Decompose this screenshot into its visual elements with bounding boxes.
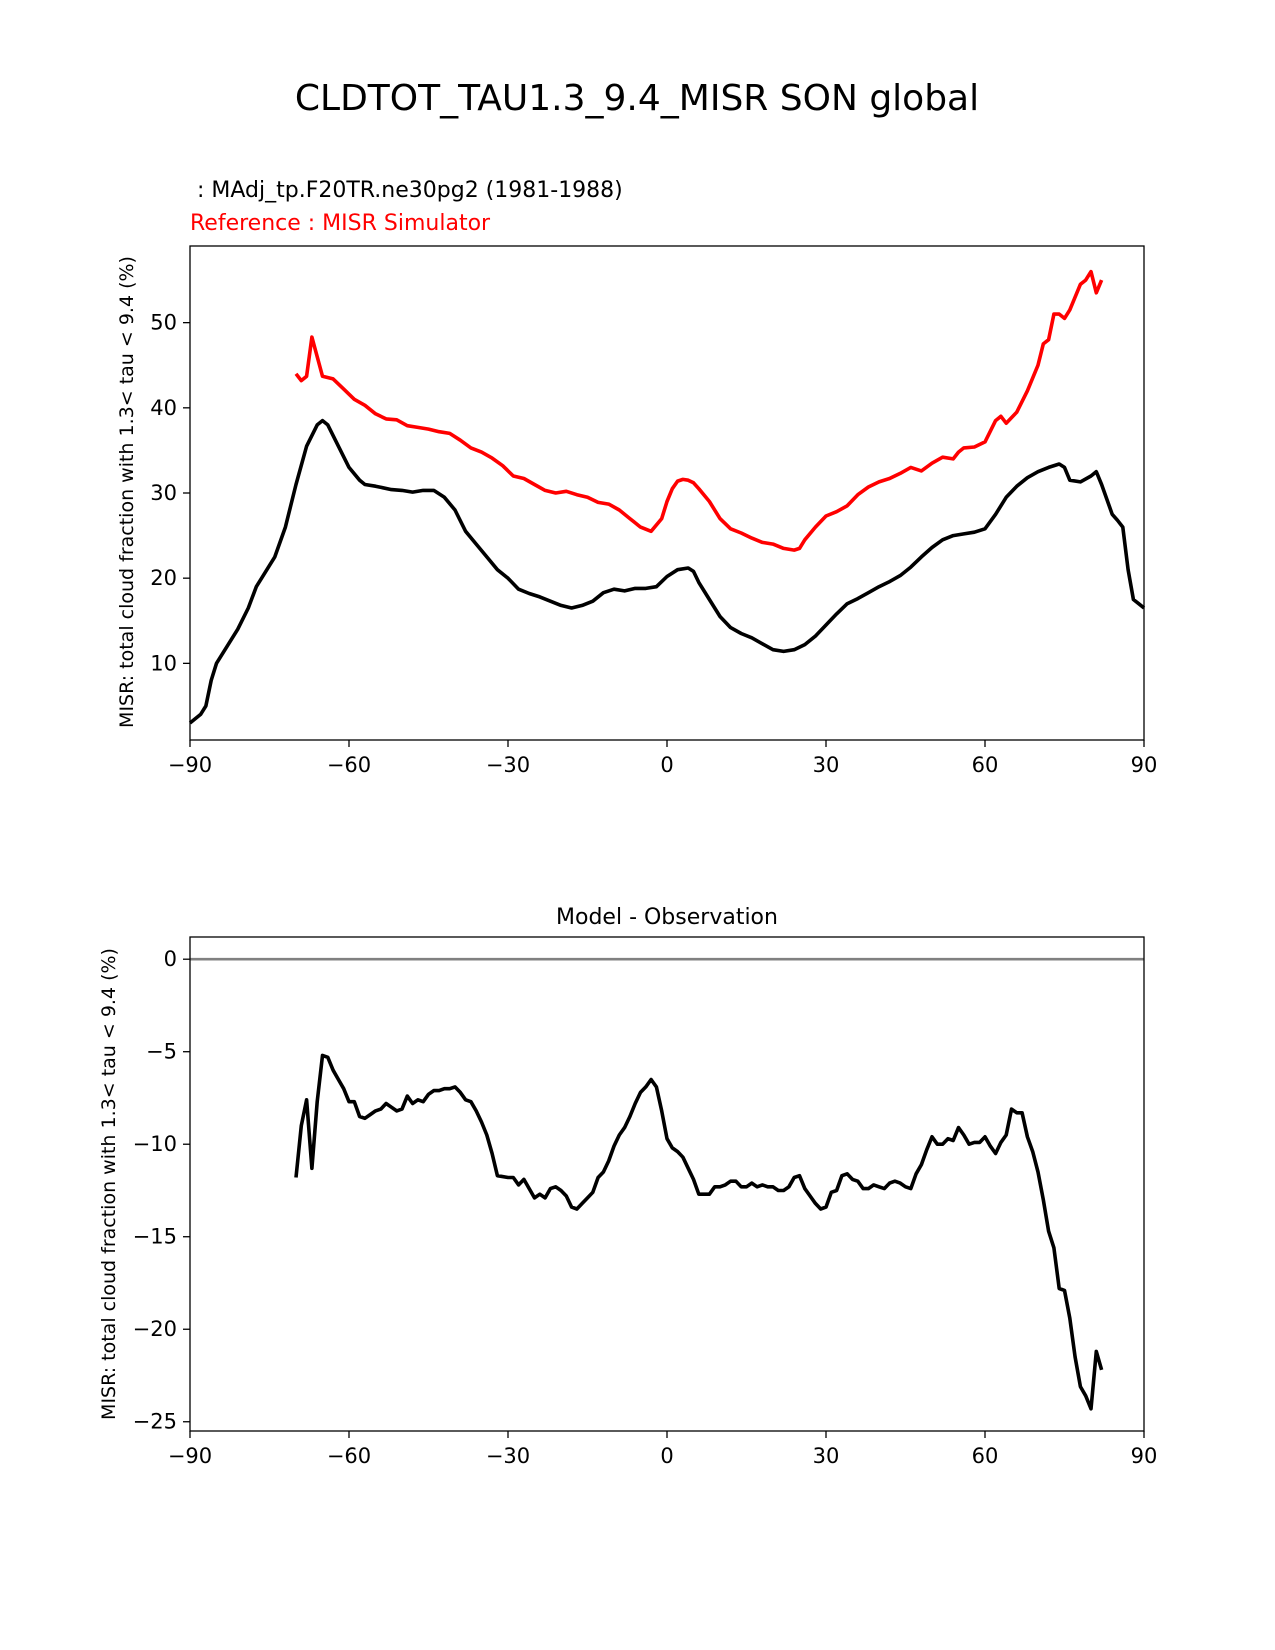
bot-y-tick-label: 0 — [164, 947, 177, 971]
bottom-x-ticks: −90 −60 −30 0 30 60 90 — [168, 1431, 1158, 1468]
bot-y-tick-label: −25 — [133, 1410, 177, 1434]
bot-y-tick-label: −10 — [133, 1132, 177, 1156]
top-series-line-1 — [294, 269, 1104, 552]
top-x-tick-label: −60 — [327, 753, 371, 777]
bot-series-line-0 — [294, 1053, 1104, 1411]
top-y-tick-label: 50 — [150, 311, 177, 335]
top-series-line-0 — [188, 418, 1146, 725]
top-series — [188, 269, 1146, 725]
bot-y-tick-label: −5 — [146, 1040, 177, 1064]
top-y-tick-label: 30 — [150, 481, 177, 505]
bot-x-tick-label: −60 — [327, 1444, 371, 1468]
bottom-panel-title: Model - Observation — [556, 905, 778, 930]
bot-x-tick-label: −30 — [486, 1444, 530, 1468]
bot-x-tick-label: 30 — [813, 1444, 840, 1468]
test-case-label: : MAdj_tp.F20TR.ne30pg2 (1981-1988) — [190, 178, 623, 203]
top-y-ticks: 10 20 30 40 50 — [150, 311, 190, 675]
top-y-tick-label: 10 — [150, 651, 177, 675]
bot-y-tick-label: −20 — [133, 1317, 177, 1341]
top-x-tick-label: 60 — [972, 753, 999, 777]
top-x-tick-label: −30 — [486, 753, 530, 777]
bottom-plot-frame — [189, 936, 1145, 1432]
bot-x-tick-label: 0 — [660, 1444, 673, 1468]
top-panel: : MAdj_tp.F20TR.ne30pg2 (1981-1988) Refe… — [116, 178, 1157, 777]
top-y-axis-label: MISR: total cloud fraction with 1.3< tau… — [116, 256, 138, 728]
top-x-tick-label: 0 — [660, 753, 673, 777]
bot-x-tick-label: 90 — [1131, 1444, 1158, 1468]
top-plot-frame — [189, 245, 1145, 741]
top-x-tick-label: 90 — [1131, 753, 1158, 777]
bot-y-tick-label: −15 — [133, 1225, 177, 1249]
reference-label: Reference : MISR Simulator — [190, 211, 491, 236]
top-x-tick-label: −90 — [168, 753, 212, 777]
top-y-tick-label: 40 — [150, 396, 177, 420]
bot-x-tick-label: 60 — [972, 1444, 999, 1468]
top-x-tick-label: 30 — [813, 753, 840, 777]
bot-x-tick-label: −90 — [168, 1444, 212, 1468]
top-x-ticks: −90 −60 −30 0 30 60 90 — [168, 740, 1158, 777]
bottom-series — [190, 957, 1144, 1411]
bottom-panel: Model - Observation MISR: total cloud fr… — [98, 905, 1157, 1468]
bottom-y-axis-label: MISR: total cloud fraction with 1.3< tau… — [98, 948, 120, 1420]
bottom-y-ticks: 0 −5 −10 −15 −20 −25 — [133, 947, 190, 1434]
top-y-tick-label: 20 — [150, 566, 177, 590]
figure-title: CLDTOT_TAU1.3_9.4_MISR SON global — [295, 78, 979, 119]
